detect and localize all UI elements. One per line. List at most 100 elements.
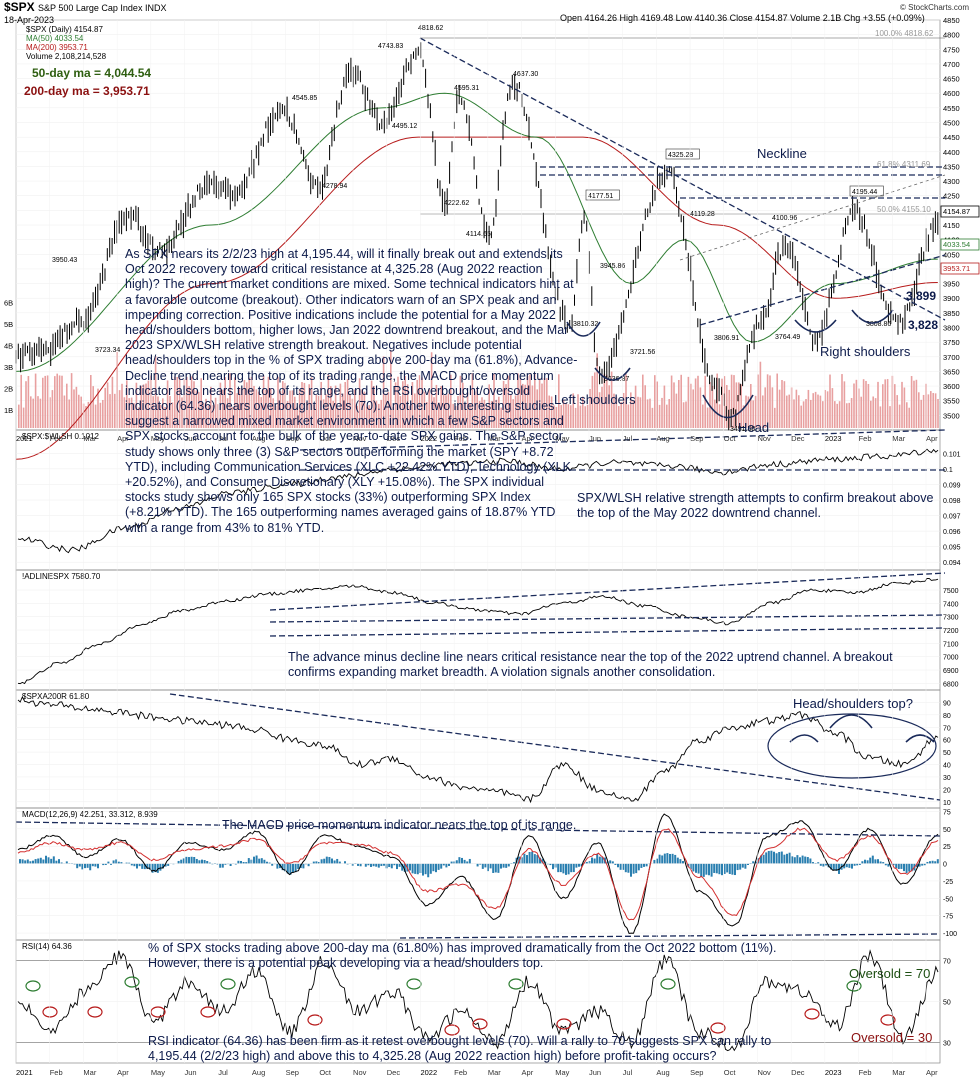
volume-bar — [490, 401, 493, 428]
volume-bar — [356, 405, 358, 428]
macd-histogram-bar — [281, 863, 284, 871]
volume-bar — [406, 384, 409, 428]
macd-histogram-bar — [929, 861, 931, 864]
macd-histogram-bar — [671, 853, 674, 864]
volume-bar — [649, 398, 651, 428]
macd-histogram-bar — [804, 856, 807, 864]
legend-ma200: MA(200) 3953.71 — [26, 43, 88, 52]
volume-bar — [543, 377, 546, 428]
macd-histogram-bar — [505, 863, 508, 868]
x-axis-label: Apr — [926, 434, 938, 443]
macd-histogram-bar — [814, 862, 817, 864]
macd-histogram-bar — [674, 854, 677, 864]
volume-bar — [97, 388, 99, 428]
macd-histogram-bar — [871, 855, 874, 864]
volume-bar — [58, 375, 61, 428]
price-label: 4114.65 — [466, 231, 491, 238]
volume-bar — [164, 406, 166, 428]
volume-bar — [920, 399, 922, 428]
price-y-tick: 3650 — [943, 367, 960, 376]
macd-histogram-bar — [747, 863, 749, 866]
macd-histogram-bar — [739, 863, 742, 870]
macd-histogram-bar — [713, 863, 716, 873]
pct-above-200-y-tick: 30 — [943, 775, 951, 782]
relative-strength-y-tick: 0.097 — [943, 514, 961, 521]
volume-bar — [298, 389, 301, 428]
macd-histogram-bar — [266, 861, 268, 864]
volume-bar — [63, 395, 66, 428]
volume-bar — [210, 386, 212, 428]
volume-bar — [320, 381, 322, 428]
volume-bar — [138, 407, 140, 428]
volume-bar — [838, 401, 841, 428]
macd-histogram-bar — [851, 863, 853, 869]
price-y-tick: 4050 — [943, 250, 960, 259]
pct-above-200-y-tick: 60 — [943, 738, 951, 745]
macd-histogram-bar — [403, 863, 406, 872]
x-axis-label: 2022 — [420, 1068, 437, 1077]
volume-bar — [498, 396, 500, 428]
x-axis-label: Aug — [656, 434, 669, 443]
rsi-title: RSI(14) 64.36 — [22, 942, 72, 951]
volume-bar — [658, 404, 661, 428]
volume-bar — [874, 398, 877, 428]
macd-histogram-bar — [284, 863, 287, 872]
macd-histogram-bar — [138, 863, 141, 867]
relative-strength-y-tick: 0.094 — [943, 560, 961, 567]
volume-bar — [867, 383, 870, 428]
macd-histogram-bar — [835, 863, 838, 871]
volume-bar — [102, 399, 104, 428]
x-axis-label: Dec — [791, 434, 805, 443]
macd-histogram-bar — [104, 863, 107, 865]
volume-bar — [315, 394, 318, 428]
legend-spx: $SPX (Daily) 4154.87 — [26, 25, 103, 34]
volume-bar — [435, 384, 438, 428]
x-axis-label: Oct — [319, 1068, 332, 1077]
price-label: 4278.94 — [322, 183, 347, 190]
volume-bar — [644, 385, 646, 428]
macd-histogram-bar — [864, 859, 866, 864]
hs-shoulder-arc — [789, 734, 819, 743]
volume-bar — [706, 407, 709, 428]
ad-line-series — [17, 577, 939, 685]
macd-histogram-bar — [721, 863, 723, 876]
macd-histogram-bar — [817, 862, 820, 864]
macd-histogram-bar — [390, 863, 393, 869]
macd-histogram-bar — [908, 863, 911, 872]
volume-bar — [174, 376, 176, 428]
downtrend-line — [419, 37, 946, 321]
price-y-tick: 4400 — [943, 148, 960, 157]
macd-histogram-bar — [45, 855, 47, 864]
left-shoulder-arc — [566, 321, 601, 337]
macd-histogram-bar — [598, 856, 601, 864]
macd-histogram-bar — [164, 863, 167, 867]
volume-bar — [668, 399, 670, 428]
volume-bar — [555, 406, 558, 428]
volume-bar — [637, 396, 639, 428]
macd-histogram-bar — [221, 863, 224, 868]
volume-bar — [483, 399, 486, 428]
volume-bar — [392, 406, 394, 428]
volume-bar — [474, 391, 476, 428]
macd-histogram-bar — [156, 863, 159, 873]
x-axis-label: Apr — [117, 1068, 129, 1077]
volume-bar — [310, 377, 313, 428]
volume-bar — [308, 384, 310, 428]
volume-bar — [553, 405, 555, 428]
macd-histogram-bar — [52, 856, 55, 864]
macd-histogram-bar — [86, 863, 89, 868]
macd-histogram-bar — [799, 857, 801, 864]
volume-bar — [522, 383, 524, 428]
volume-bar — [831, 388, 834, 428]
macd-histogram-bar — [596, 853, 599, 864]
macd-histogram-bar — [398, 863, 401, 867]
price-y-tick: 3800 — [943, 324, 960, 333]
last-value-label: 4033.54 — [943, 240, 970, 249]
volume-bar — [591, 375, 594, 428]
macd-histogram-bar — [370, 863, 372, 867]
volume-bar — [908, 407, 910, 428]
price-label: 3723.34 — [95, 347, 120, 354]
x-axis-label: Apr — [522, 1068, 534, 1077]
macd-histogram-bar — [84, 863, 86, 869]
volume-bar — [596, 353, 598, 428]
